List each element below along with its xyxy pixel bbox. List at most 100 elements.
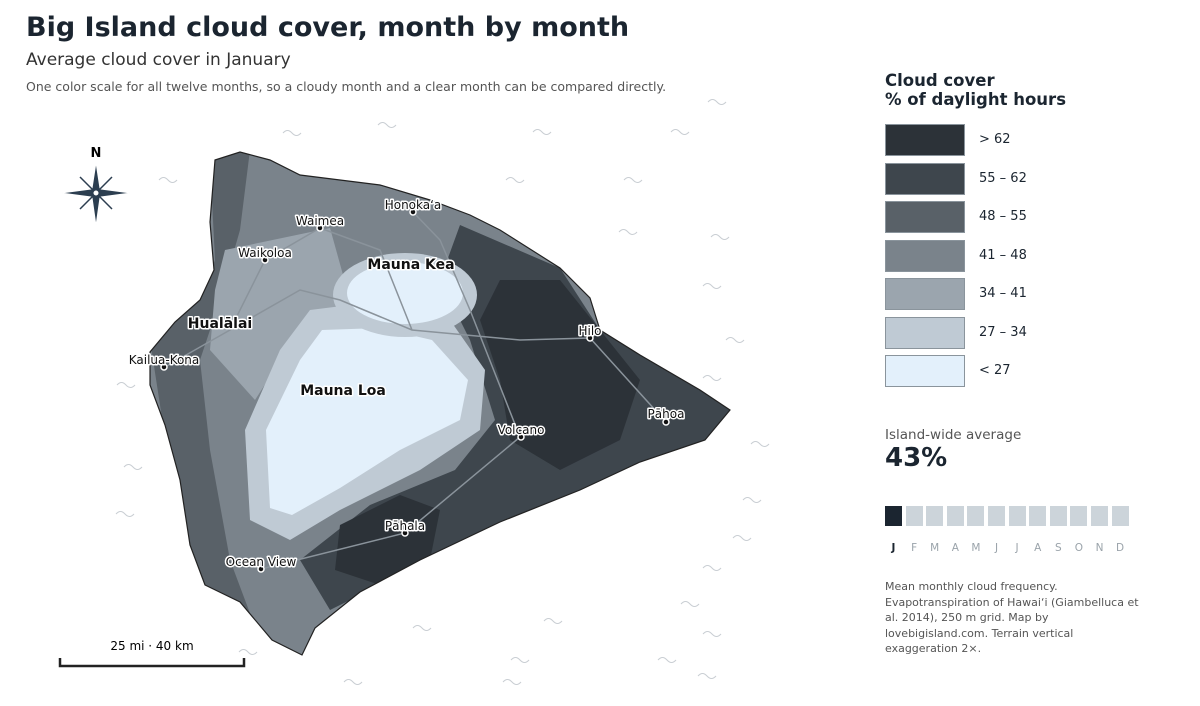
month-label: A — [1034, 542, 1042, 554]
wave — [702, 375, 722, 381]
legend-label: < 27 — [979, 363, 1011, 378]
sea — [115, 99, 770, 685]
place-label: Waimea — [296, 214, 344, 228]
north-label: N — [91, 146, 102, 161]
place-label: Kailua-Kona — [129, 353, 200, 367]
month-box[interactable] — [1111, 506, 1129, 526]
wave — [158, 177, 178, 183]
average-label: Island-wide average — [885, 427, 1022, 443]
wave — [702, 283, 722, 289]
legend-swatch — [885, 239, 965, 272]
legend-label: > 62 — [979, 132, 1011, 147]
month-box[interactable] — [1029, 506, 1047, 526]
legend-label: 27 – 34 — [979, 324, 1027, 340]
wave — [702, 631, 722, 637]
place-label: Pāhoa — [648, 407, 685, 421]
month-label: A — [951, 542, 959, 554]
peak-label: Hualālai — [188, 316, 252, 332]
month-box[interactable] — [926, 506, 944, 526]
wave — [238, 649, 258, 655]
wave — [702, 565, 722, 571]
legend-swatch — [885, 278, 965, 310]
month-label: S — [1054, 542, 1062, 554]
source-note: Mean monthly cloud frequency. Evapotrans… — [885, 580, 1139, 655]
labels: Mauna Kea Hualālai Mauna Loa Honoka‘a Wa… — [127, 197, 686, 573]
scale-bar: 25 mi · 40 km — [58, 639, 246, 668]
wave — [725, 337, 745, 343]
wave — [732, 535, 752, 541]
legend-swatch — [885, 316, 965, 349]
month-label: J — [994, 542, 999, 554]
wave — [742, 497, 762, 503]
month-box[interactable] — [967, 506, 985, 526]
month-label: F — [911, 542, 918, 554]
wave — [623, 177, 643, 183]
wave — [412, 625, 432, 631]
wave — [502, 679, 522, 685]
wave — [543, 618, 563, 624]
month-label: M — [930, 542, 940, 554]
wave — [697, 673, 717, 679]
peak-label: Mauna Loa — [300, 383, 386, 399]
month-box[interactable] — [1008, 506, 1026, 526]
month-box[interactable] — [1091, 506, 1108, 526]
cloud-zone — [335, 495, 440, 585]
month-label: J — [891, 542, 896, 554]
legend-title: Cloud cover — [885, 71, 995, 90]
peak-label: Mauna Kea — [367, 257, 454, 273]
wave — [343, 679, 363, 685]
month-label: N — [1095, 542, 1104, 554]
wave — [377, 122, 397, 128]
place-label: Volcano — [498, 423, 545, 437]
place-label: Waikoloa — [238, 246, 292, 260]
scale-label: 25 mi · 40 km — [110, 639, 193, 653]
wave — [505, 177, 525, 183]
legend-swatch — [885, 201, 965, 233]
month-box[interactable] — [905, 506, 923, 526]
wave — [510, 657, 530, 663]
wave — [282, 130, 302, 136]
legend-subtitle: % of daylight hours — [885, 90, 1067, 109]
wave — [707, 99, 727, 105]
legend-swatch — [885, 162, 965, 195]
cloud-zone — [150, 152, 260, 640]
month-box[interactable] — [885, 506, 902, 526]
compass: N — [61, 146, 131, 226]
place-label: Ocean View — [226, 555, 297, 569]
title: Big Island cloud cover, month by month — [26, 12, 630, 43]
legend-swatch — [885, 124, 965, 156]
month-box[interactable] — [1070, 506, 1088, 526]
wave — [750, 441, 770, 447]
place-label: Hilo — [578, 324, 601, 338]
average-value: 43% — [885, 443, 948, 473]
subtitle: Average cloud cover in January — [26, 50, 291, 70]
legend-label: 34 – 41 — [979, 286, 1027, 301]
month-label: O — [1074, 542, 1084, 554]
month-box[interactable] — [946, 506, 964, 526]
place-label: Pāhala — [385, 519, 425, 533]
wave — [115, 511, 135, 517]
place-label: Honoka‘a — [385, 198, 442, 212]
wave — [116, 382, 136, 388]
wave — [618, 229, 638, 235]
wave — [657, 657, 677, 663]
month-label: J — [1015, 542, 1019, 554]
cloud-zone — [266, 328, 468, 515]
cloud-zone — [480, 280, 640, 470]
wave — [123, 464, 143, 470]
legend-label: 41 – 48 — [979, 247, 1027, 263]
description: One color scale for all twelve months, s… — [26, 79, 667, 94]
month-label: D — [1116, 542, 1125, 554]
legend-label: 55 – 62 — [979, 170, 1027, 186]
wave — [532, 129, 552, 135]
wave — [670, 129, 690, 135]
cloud-zone — [210, 228, 350, 400]
month-label: M — [971, 542, 981, 554]
month-box[interactable] — [988, 506, 1005, 526]
month-box[interactable] — [1049, 506, 1067, 526]
map: N 25 mi · 40 km Mauna Kea Hualālai Mauna… — [58, 99, 770, 685]
cloud-zone — [347, 262, 463, 324]
wave — [710, 234, 730, 240]
legend-swatch — [885, 355, 965, 387]
